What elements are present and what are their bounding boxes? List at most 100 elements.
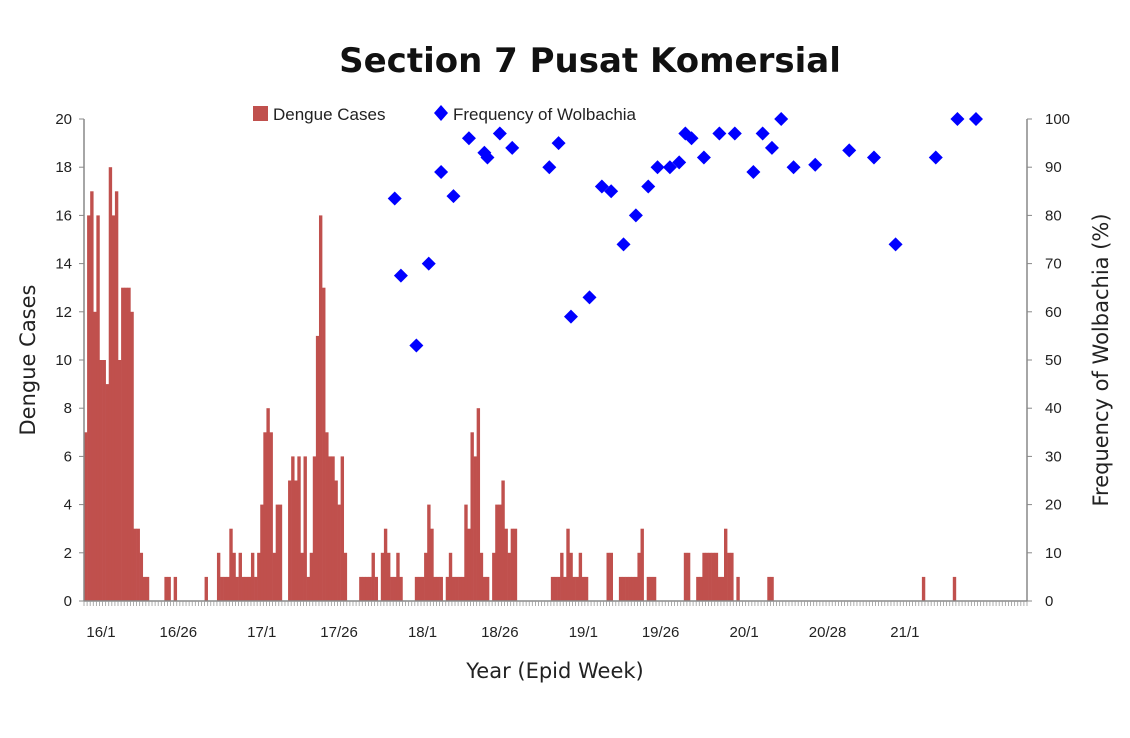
dengue-bar [229,528,233,601]
wolbachia-point [866,150,881,165]
wolbachia-point [563,309,578,324]
dengue-bar [510,528,515,601]
dengue-bar [220,576,224,601]
dengue-bar [770,576,774,601]
dengue-bar [498,504,502,601]
y-right-tick-label: 40 [1045,400,1062,417]
legend-marker-wolbachia [434,105,448,121]
dengue-bar [436,576,440,601]
dengue-bar [127,287,131,601]
wolbachia-point [696,150,711,165]
dengue-bar [439,576,443,601]
x-tick-label: 21/1 [890,624,919,641]
dengue-bar [167,576,171,601]
dengue-bar [114,191,119,602]
dengue-bar [380,552,385,601]
wolbachia-point [808,157,823,172]
x-tick-label: 20/28 [809,624,847,641]
dengue-bar [173,576,178,601]
wolbachia-point [393,268,408,283]
dengue-bar [458,576,462,601]
dengue-bar [618,576,623,601]
dengue-bar [621,576,626,601]
dengue-bar [124,287,128,601]
dengue-bar [417,576,422,601]
dengue-bar [387,552,391,601]
y-right-tick-label: 20 [1045,497,1062,514]
dengue-bar [563,576,567,601]
wolbachia-point [551,136,566,151]
dengue-bar [204,576,208,601]
dengue-bar [84,432,88,601]
dengue-bar [649,576,654,601]
wolbachia-point [542,160,557,175]
dengue-bar [461,576,465,601]
dengue-bar [216,552,221,601]
dengue-bar [371,552,375,601]
dengue-bar [445,576,450,601]
dengue-bar [553,576,558,601]
x-tick-label: 18/26 [481,624,519,641]
y-right-tick-label: 30 [1045,448,1062,465]
dengue-bar [263,432,267,601]
dengue-bar [121,287,125,601]
dengue-bar [291,456,295,601]
dengue-bar [102,360,106,601]
dengue-bar [455,576,459,601]
y-right-tick-label: 100 [1045,111,1070,128]
wolbachia-point [684,131,699,146]
dengue-bar [340,456,345,601]
wolbachia-point [672,155,687,170]
dengue-bar [87,215,91,601]
chart-title: Section 7 Pusat Komersial [339,41,841,81]
y-right-tick-label: 90 [1045,159,1062,176]
y-right-tick-label: 60 [1045,304,1062,321]
dengue-bar [278,504,283,601]
x-tick-label: 19/26 [642,624,680,641]
dengue-bar [93,311,97,601]
dengue-bar [572,576,576,601]
dengue-bar [421,576,425,601]
dengue-bar [485,576,490,601]
dengue-bar [424,552,428,601]
wolbachia-point [746,165,761,180]
dengue-bar [250,552,255,601]
y-left-tick-label: 0 [64,593,72,610]
y-axis-left-label: Dengue Cases [16,285,40,436]
dengue-bar [736,576,740,601]
dengue-bar [578,552,583,601]
dengue-bar [696,576,700,601]
x-axis-week-ticks [83,601,1028,606]
dengue-bar [584,576,589,601]
dengue-bar [724,528,728,601]
dengue-bar [464,504,468,601]
dengue-bar [501,480,505,601]
legend-label-wolbachia: Frequency of Wolbachia [453,105,637,124]
wolbachia-point [492,126,507,141]
dengue-bar [492,552,496,601]
y-left-tick-label: 10 [55,352,72,369]
dengue-bar [133,528,137,601]
x-tick-label: 19/1 [569,624,598,641]
dengue-bar [142,576,147,601]
dengue-bar [337,504,341,601]
dengue-bar [714,552,719,601]
wolbachia-point [387,191,402,206]
wolbachia-point [421,256,436,271]
dengue-bar [374,576,379,601]
legend-label-dengue: Dengue Cases [273,105,385,124]
dengue-bar [609,552,613,601]
dengue-bar [322,287,326,601]
dengue-bar [730,552,734,601]
legend-swatch-dengue [253,106,268,121]
dengue-bar [266,408,270,601]
dengue-bars [84,167,957,602]
x-tick-label: 16/1 [86,624,115,641]
dengue-bar [470,432,474,601]
dengue-bar [646,576,651,601]
dengue-bar [399,576,403,601]
dengue-bar [717,576,722,601]
dengue-bar [232,552,236,601]
dengue-bar [683,552,688,601]
